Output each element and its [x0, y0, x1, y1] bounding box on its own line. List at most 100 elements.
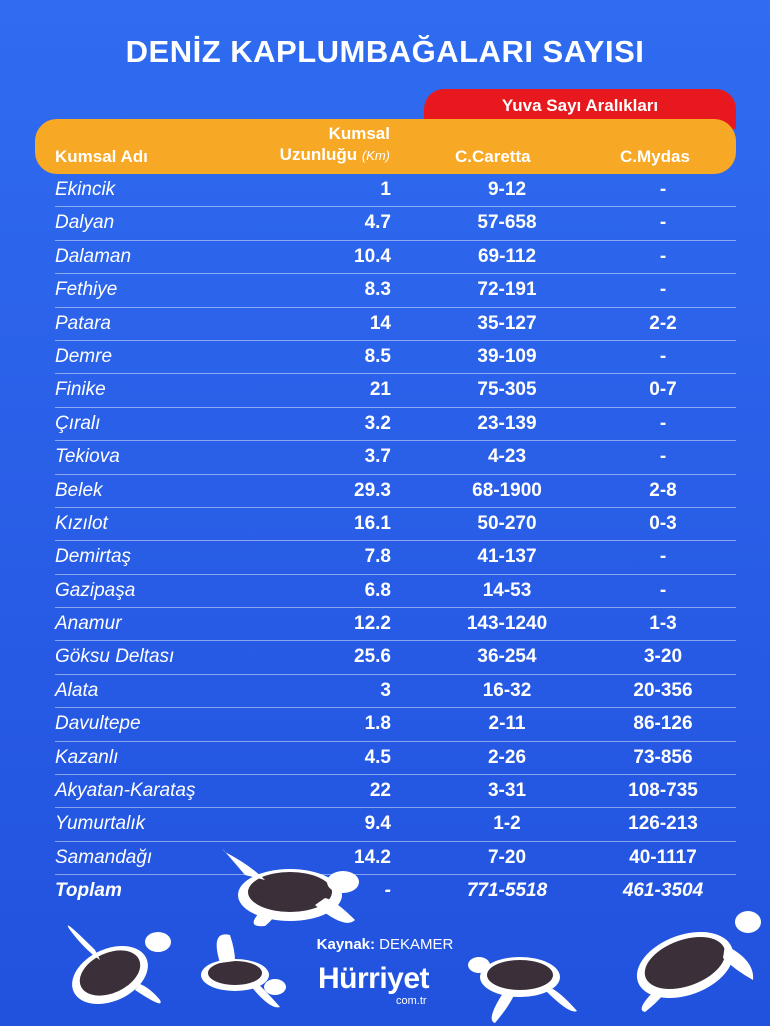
- cell-caretta: 57-658: [477, 212, 537, 234]
- table-row: Ekincik 1 9-12 -: [55, 174, 736, 208]
- cell-mydas: 126-213: [628, 813, 698, 835]
- cell-beach-length: 6.8: [364, 579, 391, 601]
- table-row: Dalyan 4.7 57-658 -: [55, 207, 736, 241]
- source-line: Kaynak: DEKAMER: [0, 936, 770, 953]
- cell-beach-length: 3: [380, 679, 391, 701]
- cell-caretta: 75-305: [477, 379, 537, 401]
- source-value: DEKAMER: [379, 936, 454, 953]
- table-row: Fethiye 8.3 72-191 -: [55, 274, 736, 308]
- source-label: Kaynak:: [316, 936, 375, 953]
- cell-beach-name: Kızılot: [55, 512, 108, 534]
- cell-beach-name: Tekiova: [55, 446, 120, 468]
- table-row: Patara 14 35-127 2-2: [55, 308, 736, 341]
- table-row: Belek 29.3 68-1900 2-8: [55, 475, 736, 508]
- cell-beach-name: Ekincik: [55, 179, 116, 200]
- cell-mydas: 0-3: [649, 512, 677, 534]
- cell-beach-name: Davultepe: [55, 713, 141, 735]
- table-row: Gazipaşa 6.8 14-53 -: [55, 575, 736, 609]
- table-row: Kızılot 16.1 50-270 0-3: [55, 508, 736, 542]
- table-row: Akyatan-Karataş 22 3-31 108-735: [55, 775, 736, 809]
- cell-caretta: 4-23: [487, 446, 527, 468]
- total-caretta: 771-5518: [466, 880, 548, 902]
- cell-beach-length: 14.2: [354, 846, 391, 868]
- cell-caretta: 2-26: [487, 746, 527, 768]
- cell-beach-length: 8.3: [364, 279, 391, 301]
- cell-beach-length: 1: [380, 179, 391, 200]
- cell-caretta: 2-11: [488, 713, 526, 735]
- cell-caretta: 3-31: [487, 780, 527, 802]
- cell-beach-name: Akyatan-Karataş: [55, 780, 196, 802]
- cell-beach-length: 9.4: [364, 813, 391, 835]
- hurriyet-logo: Hürriyet: [318, 962, 430, 995]
- turtle-illustration-top: [222, 848, 359, 927]
- header-beach-name: Kumsal Adı: [55, 147, 148, 166]
- total-beach-length: -: [384, 880, 391, 902]
- header-beach-length: Kumsal Uzunluğu (Km): [280, 123, 390, 166]
- cell-caretta: 1-2: [493, 813, 521, 835]
- cell-beach-length: 1.8: [364, 713, 391, 735]
- cell-beach-name: Anamur: [55, 613, 122, 635]
- table-row: Göksu Deltası 25.6 36-254 3-20: [55, 641, 736, 675]
- table-row: Demre 8.5 39-109 -: [55, 341, 736, 375]
- total-mydas: 461-3504: [622, 880, 704, 902]
- cell-beach-name: Demre: [55, 345, 113, 367]
- cell-mydas: 73-856: [633, 746, 693, 768]
- group-header-label: Yuva Sayı Aralıkları: [501, 96, 659, 115]
- cell-beach-length: 16.1: [354, 512, 391, 534]
- table-row: Kazanlı 4.5 2-26 73-856: [55, 742, 736, 776]
- cell-beach-name: Belek: [55, 479, 103, 501]
- table-row: Anamur 12.2 143-1240 1-3: [55, 608, 736, 642]
- header-length-line2: Uzunluğu (Km): [280, 144, 390, 166]
- cell-caretta: 72-191: [477, 279, 537, 301]
- cell-caretta: 9-12: [487, 179, 527, 200]
- cell-caretta: 23-139: [477, 412, 537, 434]
- cell-caretta: 50-270: [477, 512, 537, 534]
- turtle-illustration-left: [67, 925, 171, 1005]
- cell-beach-name: Demirtaş: [55, 546, 132, 568]
- table-row: Samandağı 14.2 7-20 40-1117: [55, 842, 736, 876]
- table-row: Dalaman 10.4 69-112 -: [55, 241, 736, 275]
- table-row: Çıralı 3.2 23-139 -: [55, 408, 736, 442]
- cell-mydas: 3-20: [643, 646, 683, 668]
- cell-mydas: -: [659, 245, 667, 267]
- cell-beach-name: Finike: [55, 379, 106, 401]
- page-title: DENİZ KAPLUMBAĞALARI SAYISI: [125, 34, 645, 69]
- cell-caretta: 36-254: [477, 646, 537, 668]
- cell-mydas: -: [659, 546, 667, 568]
- total-beach-name: Toplam: [55, 880, 122, 902]
- cell-caretta: 143-1240: [466, 613, 548, 635]
- cell-mydas: 20-356: [633, 679, 693, 701]
- cell-beach-length: 3.7: [364, 446, 391, 468]
- cell-beach-name: Dalaman: [55, 245, 132, 267]
- cell-beach-name: Samandağı: [55, 846, 153, 868]
- table-row: Tekiova 3.7 4-23 -: [55, 441, 736, 475]
- table-row: Demirtaş 7.8 41-137 -: [55, 541, 736, 575]
- cell-mydas: 86-126: [633, 713, 693, 735]
- cell-mydas: 1-3: [649, 613, 677, 635]
- cell-beach-length: 8.5: [364, 345, 391, 367]
- cell-beach-name: Kazanlı: [55, 746, 119, 768]
- table-total-row: Toplam - 771-5518 461-3504: [55, 875, 736, 907]
- table-row: Yumurtalık 9.4 1-2 126-213: [55, 808, 736, 842]
- cell-beach-name: Göksu Deltası: [55, 646, 175, 668]
- cell-mydas: -: [659, 412, 667, 434]
- cell-mydas: 2-2: [649, 312, 677, 334]
- cell-beach-name: Gazipaşa: [55, 579, 136, 601]
- cell-mydas: 2-8: [649, 479, 677, 501]
- header-length-unit: (Km): [361, 148, 390, 163]
- cell-caretta: 69-112: [477, 245, 537, 267]
- turtle-illustration-right: [636, 911, 761, 1012]
- header-caretta: C.Caretta: [455, 147, 531, 166]
- cell-mydas: -: [659, 279, 667, 301]
- cell-mydas: 0-7: [649, 379, 677, 401]
- turtle-illustration-center: [468, 957, 577, 1023]
- cell-beach-length: 29.3: [354, 479, 391, 501]
- table-body: Ekincik 1 9-12 - Dalyan 4.7 57-658 - Dalaman 10.4…: [55, 174, 736, 908]
- cell-mydas: -: [659, 345, 667, 367]
- turtle-illustration-small: [201, 934, 286, 1008]
- table-row: Alata 3 16-32 20-356: [55, 675, 736, 709]
- cell-mydas: 40-1117: [629, 846, 697, 868]
- cell-beach-length: 14: [369, 312, 391, 334]
- cell-caretta: 14-53: [482, 579, 532, 601]
- cell-beach-name: Fethiye: [55, 279, 118, 301]
